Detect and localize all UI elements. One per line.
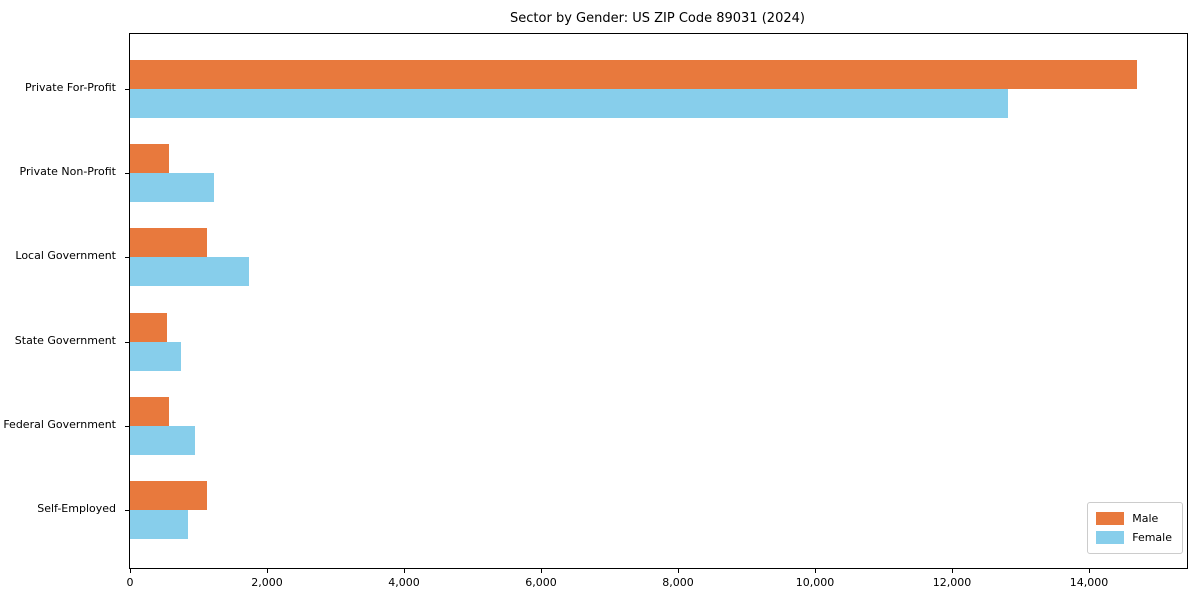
bar-male-state-government	[130, 312, 167, 342]
x-tick-label: 10,000	[795, 576, 835, 589]
category-label: Local Government	[15, 249, 116, 263]
legend-item-female: Female	[1096, 528, 1172, 547]
bar-female-federal-government	[130, 425, 196, 455]
x-tick	[404, 568, 405, 573]
legend-item-male: Male	[1096, 509, 1172, 528]
category-label: Private For-Profit	[25, 81, 116, 94]
y-tick	[125, 510, 130, 511]
y-tick	[125, 173, 130, 175]
x-tick-label: 12,000	[932, 576, 972, 589]
legend-label: Female	[1132, 531, 1172, 544]
y-tick	[125, 89, 130, 90]
x-tick	[952, 568, 953, 573]
legend-label: Male	[1132, 512, 1159, 525]
bar-female-private-non-profit	[130, 173, 214, 203]
bar-male-federal-government	[130, 396, 169, 426]
bar-female-local-government	[130, 257, 250, 287]
category-label: Self-Employed	[37, 502, 116, 515]
bar-male-self-employed	[130, 481, 207, 510]
y-tick	[125, 341, 130, 343]
x-tick-label: 4,000	[388, 576, 420, 589]
x-tick	[130, 568, 131, 573]
x-tick	[267, 568, 268, 573]
x-tick-label: 2,000	[251, 576, 283, 589]
category-label: Federal Government	[3, 417, 116, 431]
bar-male-private-for-profit	[130, 60, 1137, 89]
x-tick	[678, 568, 679, 573]
x-tick-label: 14,000	[1069, 576, 1109, 589]
chart-title: Sector by Gender: US ZIP Code 89031 (202…	[510, 11, 805, 26]
bar-female-self-employed	[130, 510, 188, 539]
x-tick	[815, 568, 816, 573]
bar-male-local-government	[130, 228, 207, 258]
x-tick-label: 8,000	[662, 576, 694, 589]
x-tick-label: 0	[126, 576, 134, 589]
legend-swatch-female	[1096, 531, 1125, 544]
y-tick	[125, 425, 130, 427]
category-label: State Government	[14, 333, 116, 347]
bar-male-private-non-profit	[130, 144, 169, 174]
category-label: Private Non-Profit	[19, 165, 116, 179]
x-tick	[1089, 568, 1090, 573]
legend: Male Female	[1087, 502, 1183, 554]
x-tick-label: 6,000	[525, 576, 557, 589]
bar-female-state-government	[130, 341, 181, 371]
bar-female-private-for-profit	[130, 89, 1009, 118]
legend-swatch-male	[1096, 512, 1125, 525]
plot-area: Private For-Profit Private Non-Profit Loca…	[3, 33, 1188, 589]
x-tick	[541, 568, 542, 573]
y-tick	[125, 257, 130, 259]
